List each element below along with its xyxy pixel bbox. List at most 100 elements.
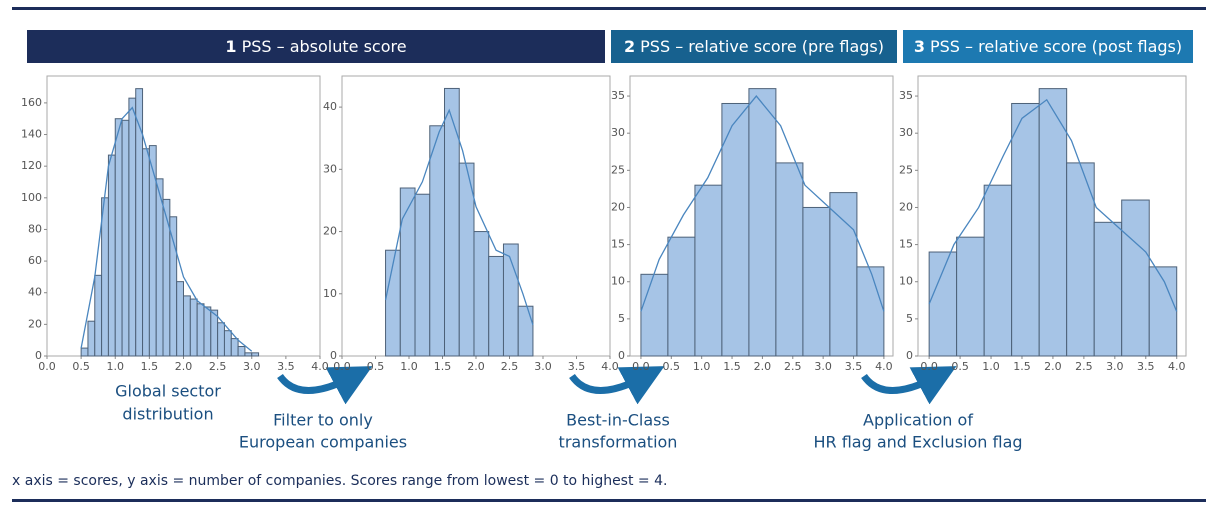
histogram-bar (956, 236, 985, 357)
histogram-bar (517, 305, 534, 357)
histogram-bar (667, 236, 696, 357)
x-tick-label: 0.0 (632, 360, 650, 373)
y-tick-label: 5 (906, 312, 913, 325)
histogram-bar (210, 309, 219, 357)
histogram-bar (189, 298, 198, 357)
header-bar (27, 30, 605, 63)
histogram-bar (983, 184, 1013, 357)
x-tick-label: 0.5 (72, 360, 90, 373)
x-tick-label: 0.5 (663, 360, 681, 373)
y-tick-label: 40 (323, 100, 337, 113)
histogram-bar (101, 197, 109, 357)
y-tick-label: 160 (21, 96, 42, 109)
x-tick-label: 4.0 (875, 360, 893, 373)
arrow (277, 366, 373, 405)
y-tick-label: 40 (28, 286, 42, 299)
x-tick-label: 2.5 (784, 360, 802, 373)
header-number: 1 (225, 37, 236, 56)
x-tick-label: 3.5 (568, 360, 586, 373)
x-tick-label: 2.0 (175, 360, 193, 373)
histogram-bar (414, 193, 431, 357)
annotation: Filter to only (273, 411, 373, 430)
y-tick-label: 25 (899, 163, 913, 176)
header-title: 3 PSS – relative score (post flags) (914, 37, 1182, 56)
y-tick-label: 100 (21, 191, 42, 204)
histogram-bar (217, 322, 225, 357)
y-tick-label: 0 (35, 349, 42, 362)
x-tick-label: 3.0 (534, 360, 552, 373)
histogram-bar (1093, 221, 1123, 357)
histogram-bar (244, 352, 253, 357)
y-tick-label: 25 (611, 163, 625, 176)
kde-line (640, 95, 885, 312)
bottom-rule (12, 499, 1206, 502)
x-tick-label: 2.5 (1075, 360, 1093, 373)
y-tick-label: 30 (899, 126, 913, 139)
y-tick-label: 30 (611, 126, 625, 139)
annotation: Best-in-Class (566, 411, 670, 430)
x-tick-label: 2.5 (209, 360, 227, 373)
y-tick-label: 60 (28, 254, 42, 267)
histogram-bar (928, 251, 958, 357)
histogram-bar (488, 255, 504, 357)
y-tick-label: 35 (611, 89, 625, 102)
y-tick-label: 140 (21, 128, 42, 141)
x-tick-label: 0.0 (920, 360, 938, 373)
y-tick-label: 20 (28, 317, 42, 330)
histogram-bar (1011, 102, 1040, 357)
annotation: transformation (559, 433, 678, 452)
histogram-bar (196, 303, 205, 357)
histogram-bar (203, 306, 212, 357)
y-tick-label: 15 (899, 238, 913, 251)
x-tick-label: 1.5 (1013, 360, 1031, 373)
y-tick-label: 80 (28, 222, 42, 235)
histogram-bar (94, 274, 103, 357)
kde-line (384, 108, 534, 326)
x-tick-label: 3.0 (1106, 360, 1124, 373)
x-tick-label: 3.5 (845, 360, 863, 373)
histogram-bar (802, 206, 831, 357)
header-text: PSS – absolute score (242, 37, 407, 56)
histogram-bar (1148, 266, 1178, 357)
histogram-bar (183, 295, 191, 357)
histogram-bar (856, 266, 885, 357)
histogram-bar (829, 192, 858, 357)
annotation: Global sector (115, 382, 221, 401)
histogram-bar (1038, 88, 1068, 357)
histogram-bar (251, 352, 260, 357)
annotation: HR flag and Exclusion flag (813, 433, 1022, 452)
y-tick-label: 30 (323, 162, 337, 175)
histogram-bar (230, 338, 239, 357)
x-tick-label: 1.5 (434, 360, 452, 373)
histogram-bar (80, 347, 89, 357)
histogram-bar (128, 97, 137, 357)
kde-line (80, 106, 253, 352)
header-number: 3 (914, 37, 925, 56)
y-tick-label: 20 (899, 200, 913, 213)
y-tick-label: 0 (330, 349, 337, 362)
x-tick-label: 1.0 (400, 360, 418, 373)
y-tick-label: 10 (899, 275, 913, 288)
x-tick-label: 1.0 (693, 360, 711, 373)
y-tick-label: 20 (611, 200, 625, 213)
histogram-bar (176, 281, 185, 357)
y-tick-label: 15 (611, 238, 625, 251)
header-text: PSS – relative score (pre flags) (640, 37, 884, 56)
histogram-bar (721, 102, 750, 357)
y-tick-label: 5 (618, 312, 625, 325)
histogram-bar (775, 162, 804, 357)
histogram-bar (429, 125, 446, 357)
x-tick-label: 3.5 (277, 360, 295, 373)
histogram-bar (135, 88, 144, 357)
header-bar (611, 30, 897, 63)
x-tick-label: 2.0 (467, 360, 485, 373)
histogram-bar (142, 148, 150, 357)
histogram-bar (1066, 162, 1095, 357)
arrow (569, 366, 665, 405)
x-tick-label: 0.0 (38, 360, 56, 373)
annotation: distribution (122, 405, 213, 424)
histogram-bar (748, 88, 777, 357)
y-tick-label: 0 (618, 349, 625, 362)
y-tick-label: 120 (21, 159, 42, 172)
